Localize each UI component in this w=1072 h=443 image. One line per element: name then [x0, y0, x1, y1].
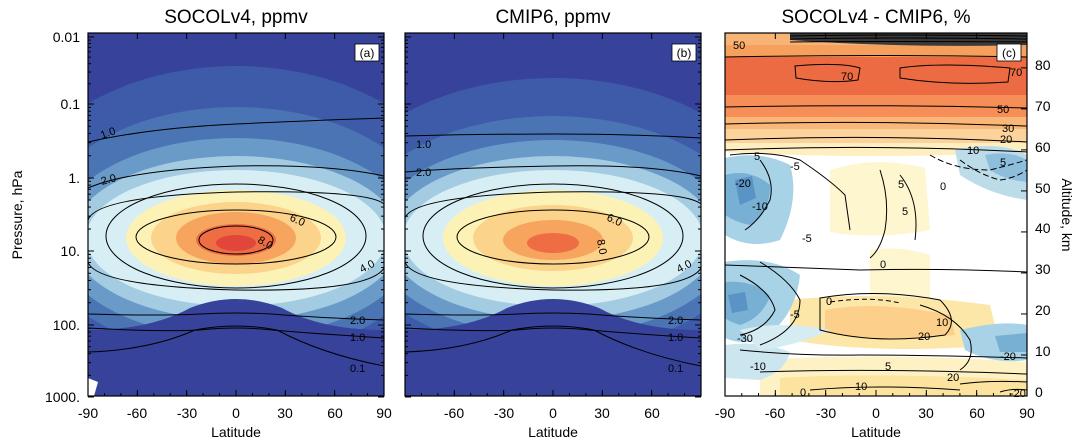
contour-label: 1.0: [99, 125, 117, 142]
contour-label: 6.0: [605, 212, 624, 229]
x-tick-label: -60: [127, 405, 147, 421]
contour-label: 70: [1010, 67, 1022, 79]
contour-label: 2.0: [350, 315, 365, 327]
contour-label: 10: [855, 381, 867, 393]
contour-label: -10: [750, 361, 766, 373]
y-tick-label: 100.: [53, 317, 80, 333]
contour-label: 2.0: [416, 167, 431, 179]
contour-label: 50: [997, 104, 1009, 116]
y-tick-label: 80: [1035, 57, 1051, 73]
contour-label: 1.0: [668, 332, 683, 344]
contour-label: 70: [841, 71, 853, 83]
x-axis-label-c: Latitude: [851, 424, 901, 440]
y-tick-label: 0.1: [61, 96, 81, 112]
contour-label: -30: [737, 333, 753, 345]
contour-label: 10: [936, 317, 948, 329]
x-axis-label-a: Latitude: [211, 424, 261, 440]
contour-label: 0: [940, 181, 946, 193]
x-tick-label: 0: [549, 405, 557, 421]
x-tick-label: 30: [594, 405, 610, 421]
contour-label: 10: [967, 145, 979, 157]
contour-label: 5: [754, 151, 760, 163]
chart-title-a: SOCOLv4, ppmv: [164, 7, 308, 28]
contour-label: 0: [826, 296, 832, 308]
contour-label: 20: [947, 372, 959, 384]
x-tick-label: 60: [327, 405, 343, 421]
y-tick-label: 30: [1035, 261, 1051, 277]
panel-b: 1.0 2.0 6.0 8.0 4.0 2.0 1.0 0.1 (b) CMIP…: [404, 7, 702, 398]
contour-label: 5: [902, 206, 908, 218]
panel-label-c: (c): [1002, 46, 1016, 60]
contour-label: 2.0: [100, 172, 118, 188]
contour-label: 8.0: [594, 238, 608, 255]
x-tick-label: 30: [277, 405, 293, 421]
contour-label: -20: [1000, 351, 1016, 363]
contour-label: 30: [1002, 123, 1014, 135]
contour-label: 20: [1000, 134, 1012, 146]
x-tick-label: -30: [816, 405, 836, 421]
contour-label: 0.1: [350, 363, 365, 375]
contour-label: 50: [733, 40, 745, 52]
chart-title-b: CMIP6, ppmv: [495, 7, 611, 28]
y-tick-label: 70: [1035, 98, 1051, 114]
contour-label: 5: [885, 361, 891, 373]
contour-label: -20: [1010, 388, 1026, 400]
chart-title-c: SOCOLv4 - CMIP6, %: [782, 7, 971, 28]
x-tick-label: -90: [715, 405, 735, 421]
contour-label: -20: [735, 178, 751, 190]
x-tick-label: 0: [232, 405, 240, 421]
contour-label: -10: [752, 201, 768, 213]
contour-label: 6.0: [288, 212, 307, 229]
y-tick-label: 0.01: [53, 29, 80, 45]
contour-label: -5: [790, 309, 800, 321]
y-tick-label: 0: [1035, 384, 1043, 400]
contour-label: 0: [800, 387, 806, 399]
contour-label: -5: [790, 161, 800, 173]
contour-label: 5: [898, 179, 904, 191]
x-tick-label: -30: [494, 405, 514, 421]
x-tick-label: 60: [644, 405, 660, 421]
x-tick-label: -60: [765, 405, 785, 421]
panel-c: 50 70 70 50 30 20 10 5 5 -20 -10 -5 5 0 …: [724, 7, 1028, 400]
x-tick-label: -30: [177, 405, 197, 421]
y-tick-label: 50: [1035, 180, 1051, 196]
contour-label: 2.0: [668, 315, 683, 327]
y-tick-label: 10.: [61, 243, 80, 259]
y-tick-label: 1000.: [45, 389, 80, 405]
y-tick-label: 10: [1035, 343, 1051, 359]
y-tick-label: 1.: [68, 170, 80, 186]
y-axis-label-left: Pressure, hPa: [9, 170, 25, 259]
x-tick-label: 30: [918, 405, 934, 421]
contour-label: 0.1: [668, 363, 683, 375]
x-axis-label-b: Latitude: [528, 424, 578, 440]
x-tick-label: 0: [872, 405, 880, 421]
x-tick-label: -90: [78, 405, 98, 421]
contour-label: 5: [1000, 157, 1006, 169]
y-axis-label-right: Altitude, km: [1059, 178, 1072, 251]
y-tick-label: 20: [1035, 302, 1051, 318]
panel-a: 1.0 2.0 6.0 8.0 4.0 2.0 1.0 0.1 (a) SOCO…: [87, 7, 385, 398]
y-tick-label: 40: [1035, 220, 1051, 236]
contour-label: 1.0: [350, 332, 365, 344]
x-tick-label: 90: [1019, 405, 1035, 421]
x-tick-label: -60: [444, 405, 464, 421]
contour-label: 1.0: [416, 139, 431, 151]
panel-label-a: (a): [360, 46, 375, 60]
y-tick-label: 60: [1035, 139, 1051, 155]
contour-label: 0: [880, 259, 886, 271]
x-tick-label: 60: [969, 405, 985, 421]
panel-label-b: (b): [677, 46, 692, 60]
contour-label: 20: [918, 331, 930, 343]
x-tick-label: 90: [376, 405, 392, 421]
contour-label: -5: [802, 233, 812, 245]
